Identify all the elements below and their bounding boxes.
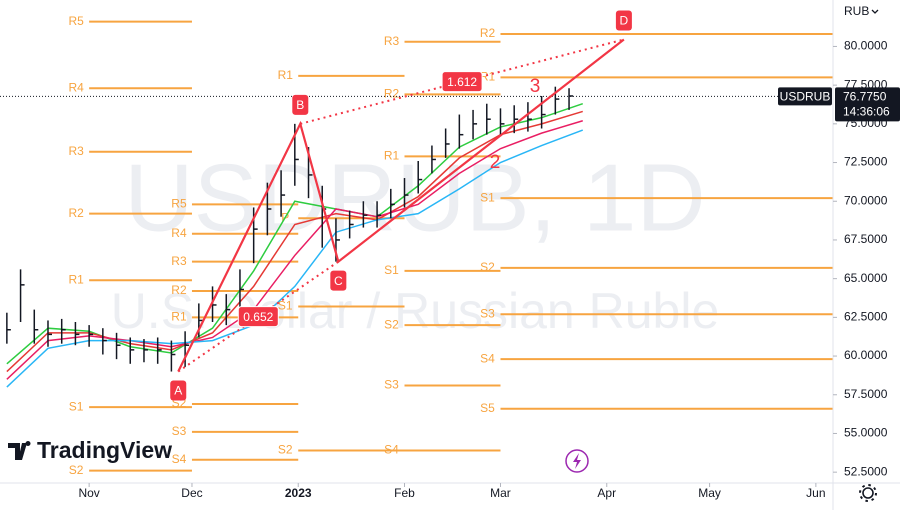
y-tick-label: 55.0000 (844, 426, 888, 440)
pattern-point-box (615, 10, 632, 31)
pattern-point-box (330, 270, 347, 291)
ratio-box (441, 71, 483, 93)
x-tick-label: May (698, 486, 721, 500)
x-tick-label: Feb (394, 486, 415, 500)
pivot-label: R3 (68, 144, 84, 158)
pivot-label: R4 (171, 226, 187, 240)
x-tick-label: 2023 (285, 486, 312, 500)
pivot-label: R4 (68, 80, 84, 94)
pivot-label: R5 (68, 14, 84, 28)
pivot-label: R1 (278, 68, 294, 82)
pattern-point-box (292, 94, 309, 115)
y-tick-label: 65.0000 (844, 271, 888, 285)
pattern-legs (177, 38, 625, 373)
x-tick-label: Nov (78, 486, 99, 500)
wave-label: 2 (490, 152, 501, 173)
pivot-label: R1 (480, 70, 496, 84)
brand-name: TradingView (37, 437, 172, 463)
y-tick-label: 67.5000 (844, 232, 888, 246)
pattern-point-label: C (334, 274, 343, 288)
x-tick-label: Mar (490, 486, 511, 500)
y-tick-label: 57.5000 (844, 387, 888, 401)
currency-label[interactable]: RUB (844, 4, 869, 18)
y-tick-label: 52.5000 (844, 464, 888, 478)
watermark: USDRUB, 1D U.S. Dollar / Russian Ruble (111, 144, 720, 339)
ratio-label: 1.612 (447, 75, 477, 89)
pivot-label: S4 (172, 452, 187, 466)
pivot-label: S1 (384, 263, 399, 277)
pivot-label: R3 (171, 254, 187, 268)
pattern-ratio-line (300, 38, 625, 125)
last-price-label: 76.7750 (843, 90, 887, 104)
pivot-label: S3 (480, 306, 495, 320)
pivot-label: R2 (384, 87, 400, 101)
settings-gear[interactable] (859, 484, 877, 502)
pivot-label: R2 (68, 206, 84, 220)
brand-logo: TradingView (8, 437, 172, 463)
ratio-label: 0.652 (243, 310, 273, 324)
x-tick-label: Dec (181, 486, 202, 500)
logo-mark (8, 441, 31, 460)
gear-ring[interactable] (862, 487, 874, 499)
pivot-label: S4 (480, 351, 495, 365)
symbol-label: USDRUB (780, 90, 831, 104)
pattern-point-label: A (174, 384, 182, 398)
pivot-label: S2 (480, 260, 495, 274)
pivot-label: S3 (172, 424, 187, 438)
x-tick-label: Jun (806, 486, 825, 500)
pattern-point-box (170, 380, 187, 401)
y-tick-label: 62.5000 (844, 310, 888, 324)
pattern-point-label: B (296, 98, 304, 112)
icon-bolt[interactable] (573, 453, 581, 469)
lightning-icon[interactable] (565, 449, 589, 473)
plot-area: R5R4R3R2R1S1S2R5R4R3R2R1S2S3S4R1PS1S2R3R… (0, 10, 833, 477)
price-box (835, 87, 900, 122)
y-tick-label: 80.0000 (844, 39, 888, 53)
pattern-point-label: D (620, 14, 629, 28)
pivot-label: S2 (278, 443, 293, 457)
pivot-label: R1 (171, 310, 187, 324)
y-tick-label: 72.5000 (844, 155, 888, 169)
x-tick-label: Apr (597, 486, 616, 500)
pivot-label: S1 (69, 399, 84, 413)
y-tick-label: 60.0000 (844, 348, 888, 362)
pivot-label: S4 (384, 443, 399, 457)
pivot-label: R3 (384, 34, 400, 48)
y-tick-label: 70.0000 (844, 193, 888, 207)
currency-chevron[interactable] (871, 9, 879, 14)
pivot-label: S1 (278, 299, 293, 313)
pivot-label: S5 (480, 401, 495, 415)
pivot-label: R5 (171, 197, 187, 211)
pivot-label: R1 (384, 149, 400, 163)
pivot-label: S1 (480, 190, 495, 204)
countdown-label: 14:36:06 (843, 105, 890, 119)
pivot-label: R2 (171, 283, 187, 297)
pivot-label: S2 (384, 317, 399, 331)
pivot-label: S2 (69, 463, 84, 477)
pivot-label: R1 (68, 272, 84, 286)
wave-label: 3 (530, 76, 541, 97)
ratio-box (237, 306, 279, 328)
pivot-label: S3 (384, 378, 399, 392)
pivot-label: R2 (480, 26, 496, 40)
symbol-box (778, 87, 832, 106)
gear-teeth[interactable] (859, 484, 877, 502)
